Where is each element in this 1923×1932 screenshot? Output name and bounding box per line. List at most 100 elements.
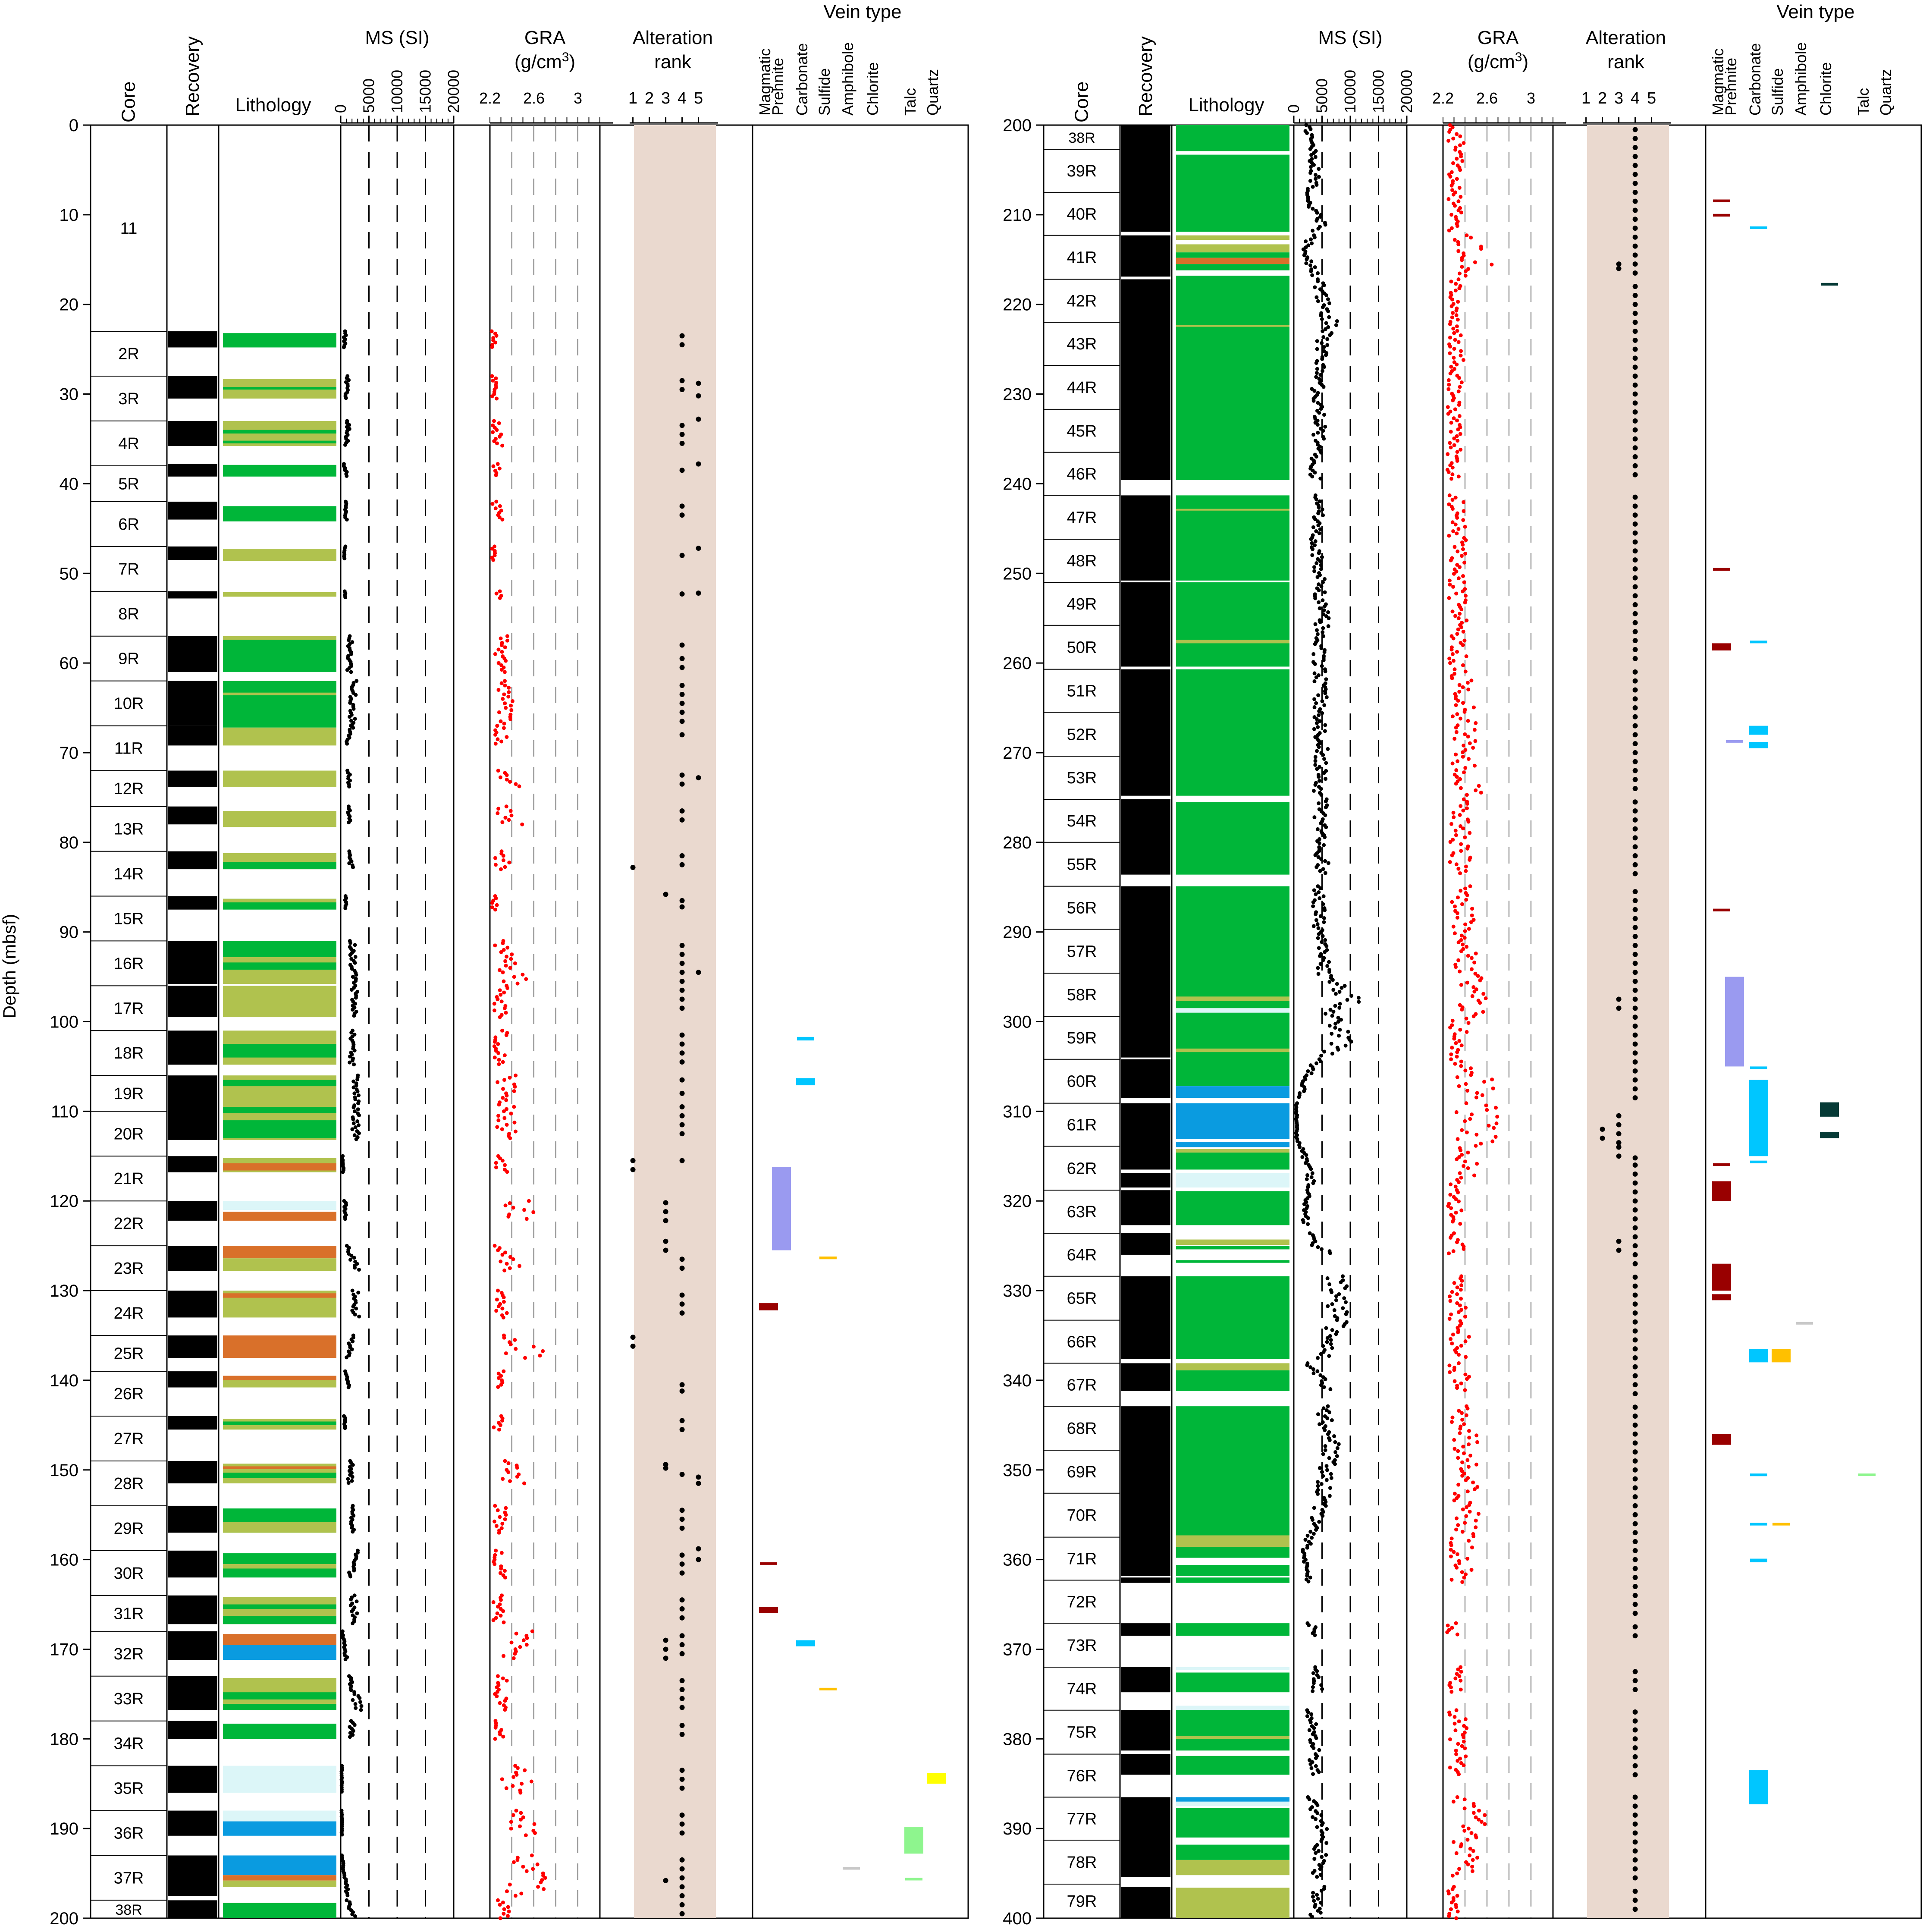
alteration-point — [1632, 1414, 1638, 1419]
ms-point — [1314, 371, 1319, 375]
gra-point — [1459, 1687, 1463, 1692]
ms-point — [1317, 1849, 1321, 1853]
recovery-bar — [1121, 1363, 1170, 1391]
ms-point — [1329, 1338, 1333, 1342]
gra-point — [1494, 1106, 1498, 1110]
alteration-point — [1632, 1548, 1638, 1553]
core-label: 16R — [114, 955, 144, 973]
alteration-point — [1632, 1059, 1638, 1065]
gra-point — [1457, 376, 1462, 380]
ms-point — [1336, 1047, 1340, 1052]
ms-point — [1327, 315, 1331, 319]
core-label: 75R — [1067, 1724, 1097, 1742]
alteration-point — [696, 380, 701, 386]
ms-point — [1316, 733, 1320, 737]
ms-point — [1311, 1815, 1315, 1819]
gra-point — [497, 1062, 501, 1066]
gra-point — [493, 863, 498, 867]
recovery-bar — [168, 1721, 217, 1739]
gra-point — [494, 1616, 498, 1620]
ms-point — [1317, 779, 1321, 783]
gra-point — [1466, 719, 1470, 723]
ms-point — [354, 1307, 358, 1311]
gra-point — [511, 1206, 515, 1210]
vein-mark — [759, 1303, 778, 1310]
ms-point — [349, 1597, 353, 1602]
vein-mark — [1796, 1322, 1813, 1325]
ms-point — [1320, 711, 1324, 715]
gra-point — [512, 975, 516, 979]
gra-point — [1462, 580, 1466, 584]
core-label: 7R — [118, 560, 139, 578]
ms-point — [1325, 343, 1330, 347]
ms-point — [352, 1723, 357, 1727]
gra-point — [1452, 1037, 1456, 1041]
gra-point — [493, 1725, 498, 1730]
gra-point — [535, 1862, 540, 1866]
ms-point — [343, 906, 348, 910]
gra-point — [1456, 474, 1461, 479]
gra-point — [1448, 123, 1452, 127]
gra-point — [1458, 1003, 1462, 1007]
gra-point — [1455, 650, 1459, 654]
ms-point — [1326, 297, 1330, 302]
alteration-point — [1632, 1772, 1638, 1778]
alteration-point — [1632, 750, 1638, 755]
vein-mark — [927, 1773, 946, 1784]
ms-point — [351, 1121, 356, 1125]
alteration-point — [1632, 1261, 1638, 1266]
gra-point — [512, 1120, 517, 1125]
gra-point — [501, 1901, 505, 1905]
gra-point — [509, 1640, 514, 1645]
gra-point — [1492, 1126, 1496, 1130]
core-label: 77R — [1067, 1810, 1097, 1828]
core-label: 9R — [118, 650, 139, 668]
gra-point — [1447, 493, 1452, 497]
recovery-bar — [168, 1595, 217, 1624]
gra-point — [1452, 1368, 1456, 1372]
ms-point — [1314, 1764, 1318, 1768]
ms-point — [1309, 1175, 1314, 1179]
gra-units-header: (g/cm3) — [1468, 50, 1528, 72]
gra-point — [1456, 1180, 1461, 1184]
gra-point — [501, 858, 505, 862]
alteration-point — [1632, 1718, 1638, 1724]
alteration-point — [1632, 355, 1638, 361]
gra-point — [1456, 1449, 1460, 1453]
ms-point — [1314, 701, 1318, 705]
gra-point — [1465, 801, 1469, 806]
gra-point — [500, 1521, 505, 1526]
core-header: Core — [118, 82, 139, 123]
ms-point — [351, 1008, 355, 1012]
gra-point — [1449, 1206, 1453, 1210]
gra-point — [1460, 1460, 1465, 1464]
gra-point — [506, 1905, 510, 1909]
lithology-interval — [1176, 802, 1289, 875]
gra-point — [1447, 596, 1451, 600]
alteration-point — [679, 1310, 685, 1316]
ms-point — [1322, 345, 1326, 349]
lithology-interval — [1176, 582, 1289, 667]
gra-point — [494, 1549, 498, 1553]
ms-point — [1321, 1474, 1325, 1478]
gra-point — [498, 1015, 502, 1019]
gra-point — [536, 1885, 540, 1889]
ms-point — [1324, 1841, 1329, 1845]
ms-point — [350, 1288, 354, 1293]
gra-point — [1452, 672, 1457, 676]
alteration-point — [1632, 638, 1638, 644]
gra-point — [504, 1098, 508, 1102]
gra-point — [1475, 1485, 1480, 1489]
ms-point — [1312, 1847, 1316, 1851]
ms-point — [1311, 185, 1315, 189]
alteration-point — [1632, 1180, 1638, 1186]
lithology-interval — [1176, 1672, 1289, 1693]
gra-point — [1471, 1014, 1476, 1018]
ms-point — [1317, 1520, 1321, 1524]
gra-point — [1458, 168, 1462, 172]
gra-point — [1448, 1294, 1452, 1299]
vein-type-header: Vein type — [1776, 1, 1854, 22]
alteration-point — [679, 1785, 685, 1791]
ms-point — [357, 1113, 361, 1118]
ms-point — [1302, 1559, 1306, 1564]
